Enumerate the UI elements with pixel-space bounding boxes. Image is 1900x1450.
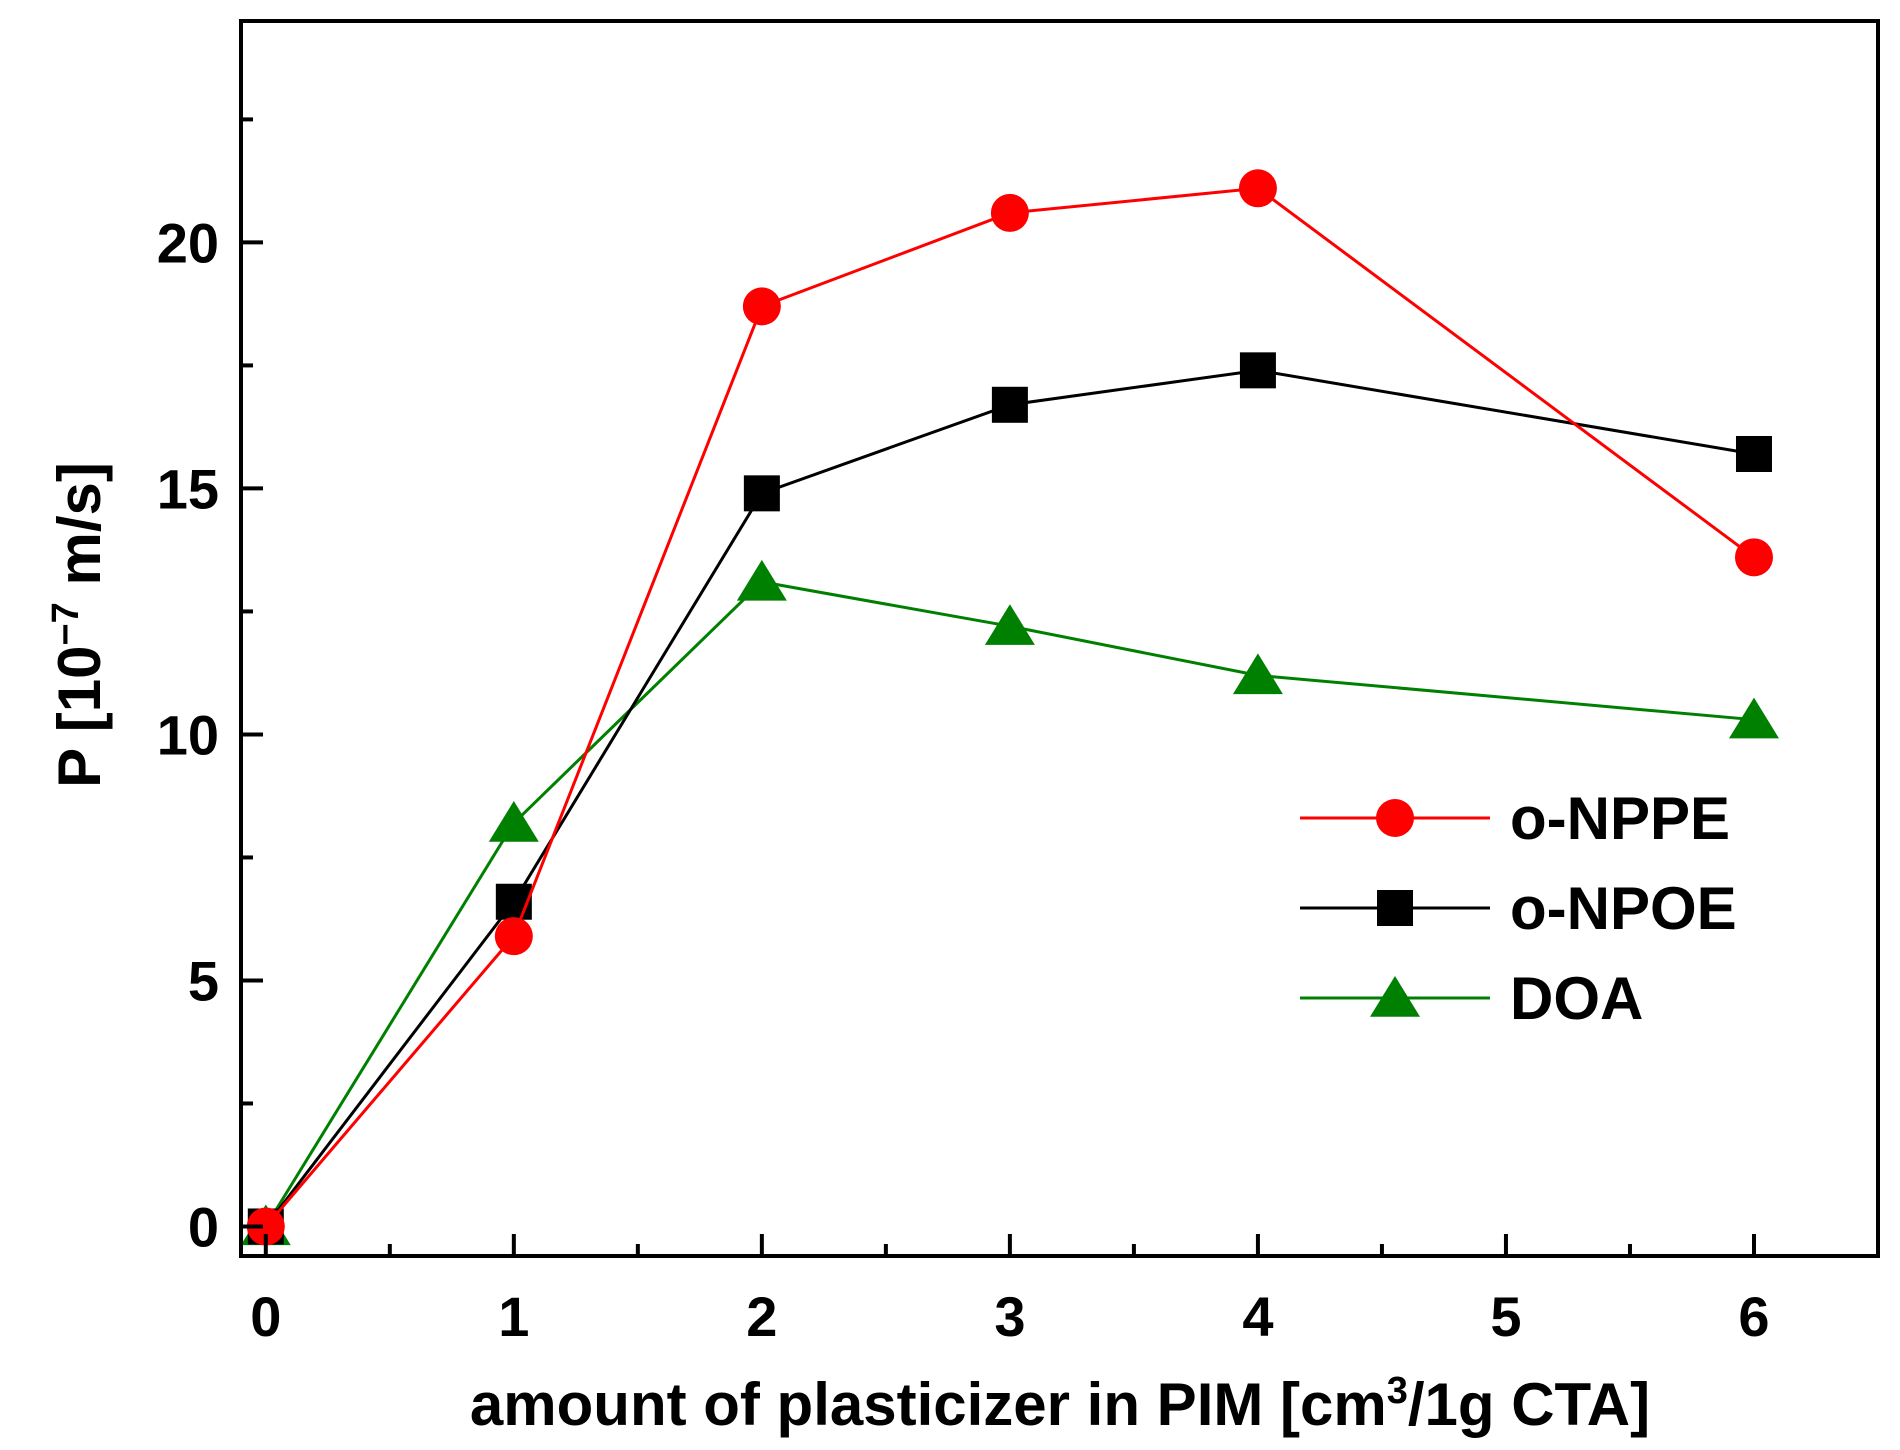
- tick-labels: 0 1 2 3 4 5 6 0 5 10 15 20: [157, 211, 1770, 1348]
- x-tick-label: 5: [1490, 1285, 1521, 1348]
- y-tick-label: 0: [188, 1195, 219, 1258]
- data-point-o-npoe: [743, 475, 780, 512]
- y-axis-title-rest: m/s]: [46, 462, 113, 602]
- legend-marker-doa: [1370, 976, 1420, 1017]
- series-o-nppe: [246, 169, 1773, 1246]
- y-tick-label: 10: [157, 703, 219, 766]
- data-point-o-npoe: [1735, 435, 1772, 472]
- legend-marker-o-nppe: [1376, 799, 1414, 837]
- series-line-o-nppe: [264, 186, 1755, 1228]
- plot-marks: [240, 169, 1779, 1246]
- data-point-o-nppe: [742, 287, 781, 326]
- series-line-o-npoe: [264, 368, 1755, 1228]
- data-point-doa: [736, 559, 787, 601]
- data-point-o-nppe: [246, 1207, 285, 1246]
- legend-marker-o-npoe: [1377, 890, 1413, 926]
- y-tick-label: 5: [188, 949, 219, 1012]
- data-point-o-nppe: [1734, 538, 1773, 577]
- x-axis-title-superscript: 3: [1387, 1370, 1408, 1412]
- legend-label-doa: DOA: [1510, 965, 1643, 1032]
- legend-item-doa: DOA: [1300, 965, 1643, 1032]
- data-point-doa: [488, 801, 539, 842]
- x-tick-label: 2: [746, 1285, 777, 1348]
- y-axis-title-main: P [10: [46, 646, 113, 788]
- data-point-o-npoe: [991, 386, 1028, 423]
- legend-item-o-nppe: o-NPPE: [1300, 785, 1730, 852]
- x-axis-title-rest: /1g CTA]: [1408, 1371, 1650, 1438]
- legend-label-o-nppe: o-NPPE: [1510, 785, 1730, 852]
- data-point-doa: [984, 604, 1035, 645]
- series-line-doa: [264, 580, 1755, 1228]
- data-point-doa: [1728, 697, 1779, 739]
- data-point-o-nppe: [990, 193, 1029, 232]
- x-tick-label: 3: [994, 1285, 1025, 1348]
- y-tick-label: 15: [157, 457, 219, 520]
- x-axis-title: amount of plasticizer in PIM [cm3/1g CTA…: [470, 1370, 1650, 1438]
- x-axis-title-main: amount of plasticizer in PIM [cm: [470, 1371, 1387, 1438]
- plot-frame: [239, 19, 1880, 1258]
- x-tick-label: 4: [1242, 1285, 1273, 1348]
- data-point-o-nppe: [494, 917, 533, 956]
- data-point-o-npoe: [1239, 352, 1276, 389]
- data-point-doa: [1232, 653, 1283, 695]
- axis-ticks: [241, 117, 1756, 1256]
- legend-item-o-npoe: o-NPOE: [1300, 875, 1737, 942]
- y-tick-label: 20: [157, 211, 219, 274]
- x-tick-label: 0: [250, 1285, 281, 1348]
- x-tick-label: 6: [1738, 1285, 1769, 1348]
- x-tick-label: 1: [498, 1285, 529, 1348]
- data-point-o-nppe: [1238, 169, 1277, 208]
- y-axis-title-superscript: −7: [45, 602, 87, 645]
- legend: o-NPPE o-NPOE DOA: [1300, 785, 1737, 1032]
- y-axis-title: P [10−7 m/s]: [45, 462, 113, 788]
- legend-label-o-npoe: o-NPOE: [1510, 875, 1737, 942]
